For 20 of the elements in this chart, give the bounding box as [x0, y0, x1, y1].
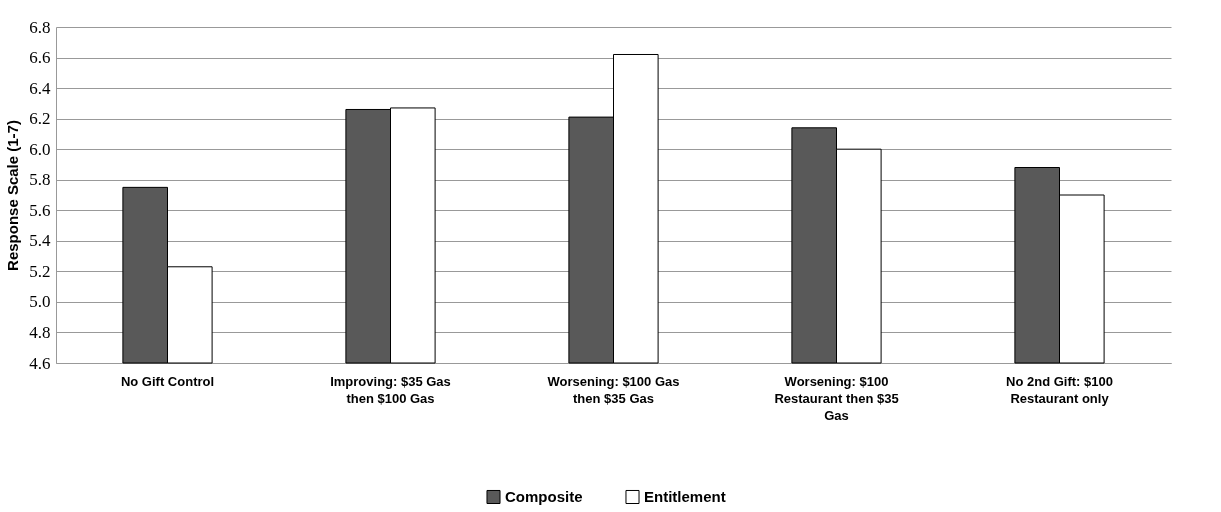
y-tick-label: 4.6 — [29, 353, 51, 373]
y-tick-label: 5.4 — [29, 231, 51, 251]
legend-label: Entitlement — [644, 487, 726, 505]
x-tick-label: No 2nd Gift: $100 Restaurant only — [1006, 373, 1113, 406]
y-tick-label: 6.4 — [29, 78, 51, 98]
x-tick-label: No Gift Control — [120, 373, 215, 389]
y-tick-label: 5.8 — [29, 170, 51, 190]
x-tick-label: Worsening: $100 Gas then $35 Gas — [547, 373, 680, 406]
y-tick-label: 4.8 — [29, 322, 51, 342]
x-tick-label: Improving: $35 Gas then $100 Gas — [330, 373, 451, 406]
x-tick-label: Worsening: $100 Restaurant then $35 Gas — [774, 373, 899, 423]
y-tick-label: 5.0 — [29, 292, 51, 312]
y-tick-label: 5.2 — [29, 261, 51, 281]
y-tick-label: 6.8 — [29, 17, 51, 37]
y-tick-label: 5.6 — [29, 200, 51, 220]
y-axis-title: Response Scale (1-7) — [4, 120, 22, 271]
legend-label: Composite — [505, 487, 583, 505]
y-tick-label: 6.6 — [29, 48, 51, 68]
y-tick-label: 6.2 — [29, 109, 51, 129]
y-tick-label: 6.0 — [29, 139, 51, 159]
